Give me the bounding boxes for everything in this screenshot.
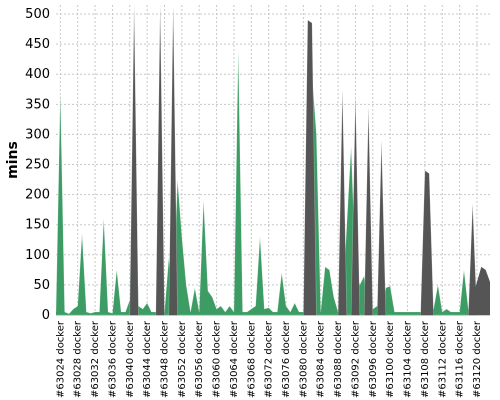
x-tick-label: #63084 docker <box>316 320 327 398</box>
x-tick-label: #63048 docker <box>160 320 171 398</box>
series-area-tail <box>472 266 490 315</box>
x-tick-label: #63024 docker <box>55 320 66 398</box>
y-tick-label: 150 <box>25 218 50 233</box>
y-axis-title: mins <box>5 141 21 179</box>
x-tick-label: #63040 docker <box>125 320 136 398</box>
x-tick-label: #63064 docker <box>229 320 240 398</box>
x-tick-label: #63028 docker <box>73 320 84 398</box>
x-tick-label: #63100 docker <box>385 320 396 398</box>
x-tick-label: #63068 docker <box>246 320 257 398</box>
x-tick-label: #63088 docker <box>333 320 344 398</box>
y-tick-label: 300 <box>25 127 50 142</box>
y-tick-label: 100 <box>25 248 50 263</box>
x-tick-label: #63112 docker <box>437 320 448 398</box>
series-area-1 <box>56 5 490 315</box>
x-tick-label: #63056 docker <box>194 320 205 398</box>
x-tick-label: #63104 docker <box>403 320 414 398</box>
x-tick-label: #63044 docker <box>142 320 153 398</box>
x-tick-label: #63096 docker <box>368 320 379 398</box>
y-tick-label: 200 <box>25 188 50 203</box>
series-layer <box>55 4 490 316</box>
y-tick-label: 400 <box>25 67 50 82</box>
x-axis-ticks: #63024 docker #63028 docker #63032 docker #… <box>55 320 483 398</box>
y-tick-label: 50 <box>33 278 50 293</box>
x-tick-label: #63076 docker <box>281 320 292 398</box>
x-tick-label: #63052 docker <box>177 320 188 398</box>
x-tick-label: #63072 docker <box>264 320 275 398</box>
x-tick-label: #63108 docker <box>420 320 431 398</box>
series-edge-0 <box>55 50 490 315</box>
y-axis-ticks: 0 50 100 150 200 250 300 350 400 450 500 <box>25 7 50 323</box>
x-tick-label: #63120 docker <box>472 320 483 398</box>
y-tick-label: 450 <box>25 37 50 52</box>
x-tick-label: #63032 docker <box>90 320 101 398</box>
y-tick-label: 500 <box>25 7 50 22</box>
y-tick-label: 0 <box>42 308 50 323</box>
y-tick-label: 350 <box>25 97 50 112</box>
x-tick-label: #63116 docker <box>455 320 466 398</box>
x-tick-label: #63060 docker <box>212 320 223 398</box>
x-tick-label: #63036 docker <box>107 320 118 398</box>
x-tick-label: #63092 docker <box>350 320 361 398</box>
series-edge-1 <box>56 4 490 316</box>
y-tick-label: 250 <box>25 158 50 173</box>
x-tick-label: #63080 docker <box>298 320 309 398</box>
